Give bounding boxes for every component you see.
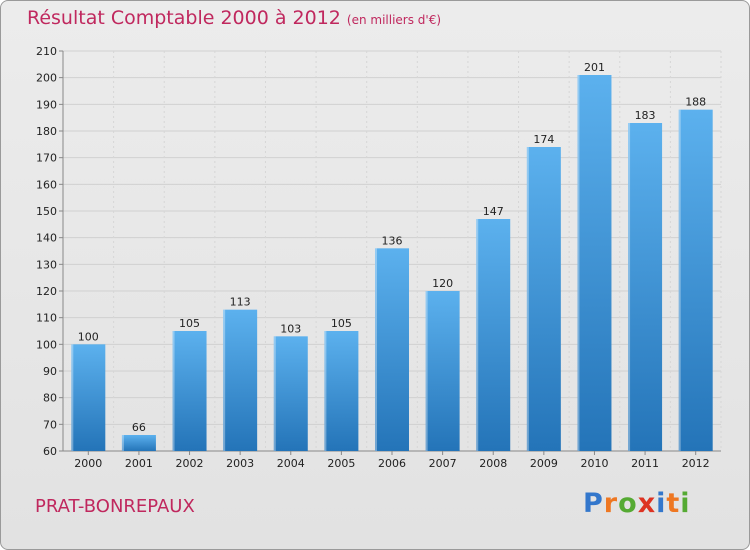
y-tick-label: 60 <box>43 445 57 458</box>
bar-2010 <box>577 75 612 451</box>
y-tick-label: 180 <box>36 125 57 138</box>
x-tick-label: 2012 <box>682 457 710 470</box>
y-tick-label: 210 <box>36 45 57 58</box>
y-tick-label: 90 <box>43 365 57 378</box>
x-tick-label: 2006 <box>378 457 406 470</box>
data-label-2005: 105 <box>331 317 352 330</box>
bar-2008 <box>476 219 511 451</box>
x-tick-label: 2001 <box>125 457 153 470</box>
bar-highlight <box>172 331 175 451</box>
x-tick-label: 2005 <box>327 457 355 470</box>
chart-title: Résultat Comptable 2000 à 2012 (en millie… <box>27 7 441 29</box>
x-tick-label: 2003 <box>226 457 254 470</box>
bar-2007 <box>425 291 460 451</box>
bar-2003 <box>223 309 258 451</box>
bar-2002 <box>172 331 207 451</box>
bar-highlight <box>425 291 428 451</box>
bar-2001 <box>121 435 156 451</box>
y-tick-label: 140 <box>36 232 57 245</box>
bar-highlight <box>678 109 681 452</box>
bar-2000 <box>71 344 106 451</box>
data-label-2009: 174 <box>533 133 554 146</box>
x-tick-label: 2000 <box>74 457 102 470</box>
chart-subtitle: (en milliers d'€) <box>346 13 442 27</box>
data-label-2006: 136 <box>382 234 403 247</box>
x-tick-label: 2002 <box>176 457 204 470</box>
bar-highlight <box>71 344 74 451</box>
chart-title-text: Résultat Comptable 2000 à 2012 <box>27 7 341 29</box>
y-tick-label: 200 <box>36 72 57 85</box>
logo-letter: r <box>603 488 619 519</box>
y-tick-label: 130 <box>36 258 57 271</box>
x-tick-label: 2004 <box>277 457 305 470</box>
y-tick-label: 100 <box>36 338 57 351</box>
logo-letter: t <box>666 488 681 519</box>
logo-letter: x <box>637 488 657 519</box>
y-tick-label: 170 <box>36 152 57 165</box>
bar-2004 <box>273 336 308 451</box>
x-tick-label: 2010 <box>580 457 608 470</box>
data-label-2001: 66 <box>132 421 146 434</box>
bar-highlight <box>121 435 124 451</box>
y-tick-label: 150 <box>36 205 57 218</box>
bar-highlight <box>526 147 529 451</box>
data-label-2007: 120 <box>432 277 453 290</box>
bar-2012 <box>678 109 713 452</box>
bar-highlight <box>628 123 631 451</box>
bar-highlight <box>476 219 479 451</box>
logo-letter: P <box>583 488 604 519</box>
y-tick-label: 160 <box>36 178 57 191</box>
bar-highlight <box>223 309 226 451</box>
y-tick-label: 70 <box>43 418 57 431</box>
x-tick-label: 2009 <box>530 457 558 470</box>
data-label-2011: 183 <box>635 109 656 122</box>
bar-highlight <box>273 336 276 451</box>
x-tick-label: 2011 <box>631 457 659 470</box>
bar-2006 <box>375 248 409 451</box>
data-label-2003: 113 <box>230 296 251 309</box>
bar-2005 <box>324 331 359 451</box>
y-tick-label: 110 <box>36 312 57 325</box>
y-tick-label: 190 <box>36 98 57 111</box>
bar-highlight <box>324 331 327 451</box>
bar-2009 <box>526 147 561 451</box>
bar-highlight <box>375 248 377 451</box>
x-tick-label: 2008 <box>479 457 507 470</box>
data-label-2008: 147 <box>483 205 504 218</box>
data-label-2002: 105 <box>179 317 200 330</box>
data-label-2000: 100 <box>78 330 99 343</box>
data-label-2010: 201 <box>584 61 605 74</box>
proxiti-logo[interactable]: Proxiti <box>583 488 691 519</box>
data-label-2004: 103 <box>280 322 301 335</box>
commune-name: PRAT-BONREPAUX <box>35 496 195 517</box>
bar-2011 <box>628 123 663 451</box>
y-tick-label: 120 <box>36 285 57 298</box>
logo-letter: o <box>618 488 638 519</box>
y-tick-label: 80 <box>43 392 57 405</box>
logo-letter: i <box>656 488 667 519</box>
data-label-2012: 188 <box>685 96 706 109</box>
x-tick-label: 2007 <box>429 457 457 470</box>
bar-highlight <box>577 75 580 451</box>
logo-letter: i <box>680 488 691 519</box>
